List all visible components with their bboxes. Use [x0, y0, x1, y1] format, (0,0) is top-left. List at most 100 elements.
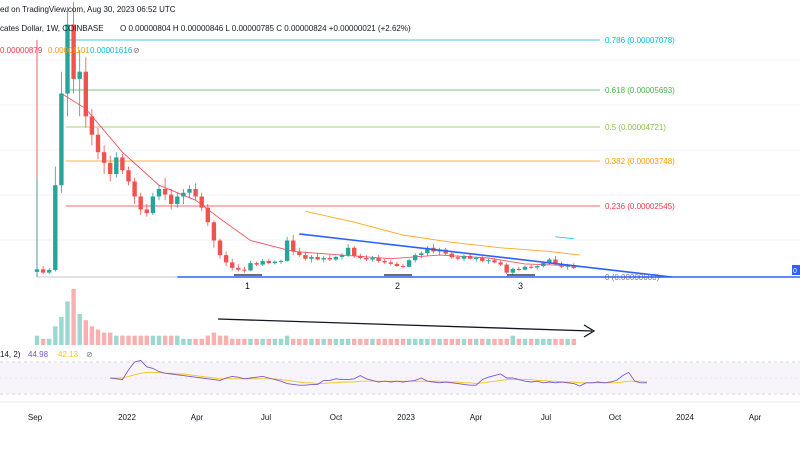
- volume-bar: [193, 338, 198, 345]
- candle-body: [187, 188, 192, 193]
- volume-bar: [156, 335, 162, 345]
- volume-bar: [150, 335, 156, 345]
- moving-average-line: [305, 210, 580, 256]
- candle-body: [284, 240, 290, 261]
- volume-bar: [474, 338, 479, 345]
- volume-bar: [339, 338, 345, 345]
- rsi-pane: [0, 359, 800, 395]
- x-tick-label: Jul: [541, 413, 551, 422]
- candle-body: [309, 256, 314, 259]
- candle-body: [486, 260, 491, 262]
- candle-body: [77, 71, 82, 79]
- volume-bar: [352, 338, 357, 345]
- hide-rsi-icon[interactable]: ⊘: [86, 350, 93, 359]
- volume-bar: [364, 338, 369, 345]
- volume-bar: [187, 338, 192, 345]
- volume-bar: [553, 338, 558, 345]
- volume-bar: [522, 338, 528, 345]
- candle-body: [321, 258, 326, 260]
- candle-body: [156, 188, 162, 197]
- volume-bar: [571, 338, 576, 345]
- volume-bar: [266, 338, 271, 345]
- fib-label-0.786: 0.786 (0.00007078): [605, 36, 675, 45]
- candle-body: [40, 269, 46, 273]
- volume-bar: [40, 338, 46, 345]
- candle-body: [71, 24, 76, 79]
- volume-bar: [315, 338, 320, 345]
- candle-body: [199, 196, 204, 208]
- volume-bar: [278, 338, 284, 345]
- candle-body: [217, 240, 223, 256]
- volume-bar: [83, 320, 88, 345]
- rsi-label: 14, 2): [0, 350, 21, 359]
- candle-body: [101, 152, 107, 163]
- volume-bar: [217, 335, 223, 345]
- candle-body: [504, 264, 509, 273]
- fib-label-0.618: 0.618 (0.00005693): [605, 86, 675, 95]
- candle-body: [565, 265, 570, 267]
- volume-bar: [376, 338, 381, 345]
- volume-bar: [309, 338, 314, 345]
- hide-indicator-icon[interactable]: ⊘: [133, 46, 140, 55]
- candle-body: [382, 260, 387, 263]
- candle-body: [400, 266, 406, 268]
- rsi-ma-line: [110, 371, 648, 385]
- volume-bar: [425, 338, 430, 345]
- candle-body: [522, 266, 528, 270]
- volume-bar: [297, 338, 302, 345]
- volume-bar: [480, 338, 485, 345]
- volume-bar: [169, 335, 174, 345]
- candle-body: [352, 247, 357, 256]
- volume-bar: [303, 338, 308, 345]
- candle-body: [480, 258, 485, 261]
- x-tick-label: Sep: [28, 413, 43, 422]
- volume-bar: [437, 338, 442, 345]
- candle-body: [120, 157, 125, 171]
- candle-body: [230, 262, 235, 268]
- volume-bar: [144, 335, 149, 345]
- candle-body: [248, 263, 253, 271]
- touch-point-label-3: 3: [518, 281, 523, 291]
- volume-bar: [114, 335, 119, 345]
- volume-bar: [71, 289, 76, 345]
- volume-bar: [431, 338, 436, 345]
- candle-body: [181, 192, 186, 197]
- volume-bar: [223, 335, 229, 345]
- candle-body: [138, 196, 143, 210]
- volume-bar: [272, 338, 278, 345]
- volume-bar: [486, 338, 491, 345]
- volume-bar: [498, 338, 503, 345]
- volume-bar: [248, 338, 253, 345]
- volume-bar: [77, 313, 82, 345]
- candle-body: [364, 258, 369, 260]
- candle-body: [114, 157, 119, 175]
- volume-bar: [388, 338, 393, 345]
- volume-bar: [65, 301, 70, 345]
- candle-body: [162, 188, 168, 195]
- volume-bar: [358, 338, 363, 345]
- candle-body: [211, 222, 217, 241]
- volume-bar: [455, 338, 461, 345]
- candle-body: [59, 93, 64, 186]
- candle-body: [108, 162, 113, 175]
- x-tick-label: 2024: [676, 413, 694, 422]
- volume-bar: [321, 338, 326, 345]
- volume-bar: [559, 338, 564, 345]
- volume-bar: [333, 338, 339, 345]
- rsi-line: [110, 359, 647, 387]
- candle-body: [498, 262, 503, 265]
- candle-body: [144, 209, 149, 214]
- volume-bar: [59, 317, 64, 345]
- candle-body: [34, 269, 40, 272]
- x-tick-label: Apr: [191, 413, 204, 422]
- candle-body: [528, 266, 534, 268]
- candle-body: [571, 265, 576, 268]
- fib-label-0.236: 0.236 (0.00002545): [605, 202, 675, 211]
- volume-bar: [370, 338, 375, 345]
- volume-bar: [284, 335, 290, 345]
- touch-point-label-2: 2: [395, 281, 400, 291]
- candle-body: [358, 255, 363, 259]
- candle-body: [266, 260, 271, 264]
- moving-average-line: [555, 236, 574, 240]
